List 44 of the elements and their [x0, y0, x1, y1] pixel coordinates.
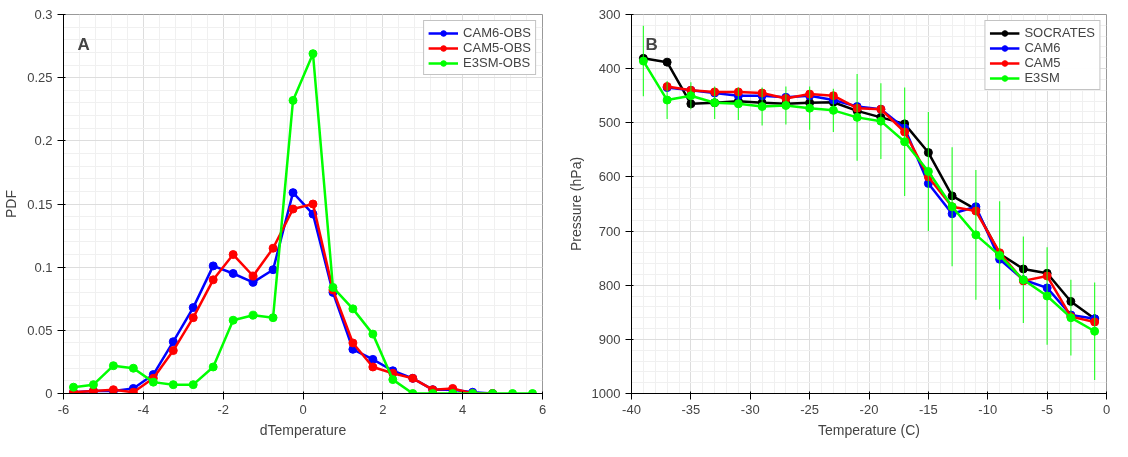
x-tick-label: -40 — [622, 401, 641, 417]
y-tick-label: 0.1 — [34, 259, 53, 275]
x-tick-label: -30 — [740, 401, 760, 417]
y-tick-label: 500 — [598, 115, 621, 131]
y-tick-label: 700 — [598, 223, 621, 239]
x-axis-title: dTemperature — [259, 421, 347, 438]
x-tick-label: -2 — [217, 401, 229, 417]
y-tick-label: 0.3 — [34, 7, 53, 22]
x-axis-title: Temperature (C) — [818, 421, 920, 438]
legend-label: CAM6-OBS — [463, 25, 531, 40]
x-tick-label: -6 — [57, 401, 70, 417]
x-tick-label: -4 — [137, 401, 150, 417]
legend-label: E3SM — [1024, 70, 1060, 85]
y-axis-title: PDF — [3, 190, 20, 218]
x-tick-label: -5 — [1041, 401, 1053, 417]
y-tick-label: 0.2 — [34, 133, 53, 149]
y-tick-label: 300 — [598, 7, 621, 22]
y-tick-label: 800 — [598, 277, 621, 293]
x-tick-label: -15 — [918, 401, 938, 417]
legend-label: CAM5-OBS — [463, 40, 531, 55]
y-tick-label: 400 — [598, 61, 621, 77]
y-tick-label: 600 — [598, 169, 621, 185]
x-tick-label: 2 — [379, 401, 387, 417]
x-tick-label: -25 — [800, 401, 820, 417]
x-tick-label: 6 — [538, 401, 547, 417]
y-tick-label: 0.25 — [27, 70, 53, 86]
y-axis-title: Pressure (hPa) — [567, 156, 584, 252]
x-tick-label: 0 — [299, 401, 307, 417]
legend-label: CAM5 — [1024, 55, 1061, 70]
y-tick-label: 1000 — [591, 386, 621, 401]
y-tick-label: 0.05 — [27, 322, 53, 338]
annotation: B — [645, 34, 658, 54]
x-tick-label: -20 — [859, 401, 879, 417]
y-tick-label: 0 — [45, 386, 53, 401]
x-tick-label: -10 — [978, 401, 998, 417]
x-tick-label: 0 — [1102, 401, 1111, 417]
x-tick-label: 4 — [459, 401, 467, 417]
legend-label: CAM6 — [1024, 40, 1061, 55]
y-tick-label: 0.15 — [27, 196, 53, 212]
y-tick-label: 900 — [598, 331, 621, 347]
x-tick-label: -35 — [681, 401, 701, 417]
legend-label: SOCRATES — [1024, 25, 1095, 40]
legend-label: E3SM-OBS — [463, 55, 531, 70]
annotation: A — [77, 34, 90, 54]
